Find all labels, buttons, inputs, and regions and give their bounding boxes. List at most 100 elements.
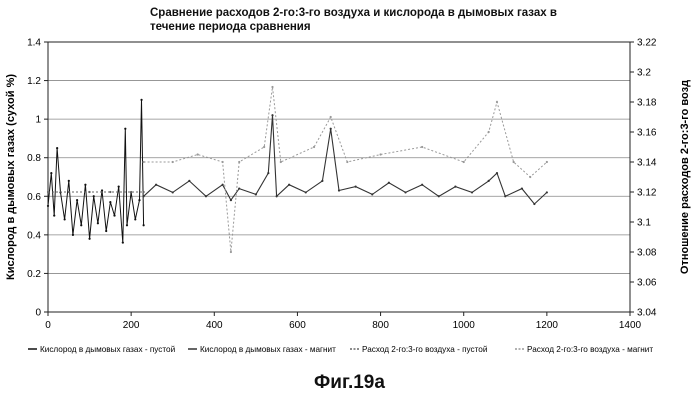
- series-1-point-30: [546, 191, 548, 193]
- series-0-point-8: [76, 199, 78, 201]
- y2-tick-label-9: 3.22: [637, 38, 657, 49]
- series-2-point-0: [47, 191, 49, 193]
- series-0-point-6: [68, 180, 70, 182]
- y-tick-label-4: 0.8: [27, 153, 41, 164]
- series-3-point-8: [280, 161, 282, 163]
- series-0-point-11: [88, 238, 90, 240]
- series-3-point-0: [143, 161, 145, 163]
- series-0-point-26: [143, 224, 145, 226]
- series-line-1: [144, 115, 547, 204]
- y2-tick-label-5: 3.14: [637, 158, 657, 169]
- series-3-point-18: [529, 176, 531, 178]
- series-1-point-19: [388, 182, 390, 184]
- y-tick-label-2: 0.4: [27, 230, 41, 241]
- y2-axis-ticks: 3.043.063.083.13.123.143.163.183.23.22: [630, 38, 657, 319]
- series-3-point-17: [513, 161, 515, 163]
- legend-label-0: Кислород в дымовых газах - пустой: [40, 345, 175, 354]
- legend-label-1: Кислород в дымовых газах - магнит: [200, 345, 336, 354]
- series-1-point-0: [143, 195, 145, 197]
- series-3-point-16: [496, 101, 498, 103]
- series-2-point-4: [130, 191, 132, 193]
- series-line-3: [144, 87, 547, 252]
- legend-label-3: Расход 2-го:3-го воздуха - магнит: [527, 345, 653, 354]
- series-1-point-22: [438, 195, 440, 197]
- y-tick-label-1: 0.2: [27, 269, 41, 280]
- x-tick-label-0: 0: [45, 320, 51, 331]
- x-axis-ticks: 0200400600800100012001400: [45, 312, 641, 331]
- series-line-0: [48, 100, 144, 243]
- series-1-point-21: [421, 184, 423, 186]
- series-3-point-11: [346, 161, 348, 163]
- series-1-point-17: [355, 186, 357, 188]
- x-tick-label-1: 200: [123, 320, 140, 331]
- series-3-point-1: [172, 161, 174, 163]
- y2-tick-label-2: 3.08: [637, 248, 657, 259]
- y2-tick-label-4: 3.12: [637, 188, 657, 199]
- series-1-point-26: [496, 172, 498, 174]
- series-1-point-16: [338, 189, 340, 191]
- series-0-point-23: [134, 218, 136, 220]
- series-1-point-5: [222, 184, 224, 186]
- series-1-point-2: [172, 191, 174, 193]
- series-0-point-3: [56, 147, 58, 149]
- y2-axis-label: Отношение расходов 2-го:3-го возд: [679, 80, 691, 274]
- legend-label-2: Расход 2-го:3-го воздуха - пустой: [362, 345, 487, 354]
- series-0-point-5: [64, 218, 66, 220]
- x-tick-label-2: 400: [206, 320, 223, 331]
- gridlines: [48, 81, 630, 274]
- series-3-point-10: [330, 116, 332, 118]
- y-axis-label: Кислород в дымовых газах (сухой %): [5, 74, 17, 280]
- series-0-point-15: [105, 230, 107, 232]
- figure-caption: Фиг.19а: [0, 372, 699, 394]
- series-1-point-18: [371, 193, 373, 195]
- series-1-point-10: [271, 114, 273, 116]
- series-1-point-6: [230, 199, 232, 201]
- x-tick-label-3: 600: [289, 320, 306, 331]
- legend: Кислород в дымовых газах - пустой Кислоро…: [28, 345, 653, 354]
- series-0-point-18: [118, 186, 120, 188]
- series-3-point-6: [263, 146, 265, 148]
- series-1-point-28: [521, 187, 523, 189]
- series-3-point-3: [222, 161, 224, 163]
- series-3-point-19: [546, 161, 548, 163]
- y2-tick-label-1: 3.06: [637, 278, 657, 289]
- series-3-point-15: [488, 131, 490, 133]
- series-3-point-13: [421, 146, 423, 148]
- y2-tick-label-8: 3.2: [637, 68, 651, 79]
- y-tick-label-0: 0: [35, 308, 41, 319]
- series-1-point-7: [238, 187, 240, 189]
- series-0-point-10: [84, 184, 86, 186]
- y2-tick-label-7: 3.18: [637, 98, 657, 109]
- series-1-point-27: [504, 195, 506, 197]
- series-2-point-3: [109, 191, 111, 193]
- series-0-point-2: [53, 214, 55, 216]
- series-1-point-14: [321, 180, 323, 182]
- series-3-point-4: [230, 251, 232, 253]
- series-0-point-24: [138, 199, 140, 201]
- series-0-point-19: [122, 241, 124, 243]
- series-1-point-29: [533, 203, 535, 205]
- series-1-point-24: [471, 191, 473, 193]
- series-1-point-8: [255, 193, 257, 195]
- series-0-point-14: [101, 189, 103, 191]
- series-2-point-2: [88, 191, 90, 193]
- series-0-point-1: [50, 172, 52, 174]
- series-0-point-9: [80, 224, 82, 226]
- chart-area: 0200400600800100012001400 00.20.40.60.81…: [0, 0, 699, 370]
- series-1-point-20: [404, 191, 406, 193]
- series-0-point-16: [109, 201, 111, 203]
- series-3-point-5: [238, 161, 240, 163]
- series-1-point-4: [205, 195, 207, 197]
- series-0-point-21: [126, 224, 128, 226]
- y2-tick-label-3: 3.1: [637, 218, 651, 229]
- series-1-point-9: [267, 172, 269, 174]
- series-1-point-11: [276, 195, 278, 197]
- series-0-point-20: [124, 128, 126, 130]
- series-0-point-12: [93, 195, 95, 197]
- series-2-point-5: [143, 191, 145, 193]
- x-tick-label-6: 1200: [536, 320, 559, 331]
- series-1-point-15: [330, 128, 332, 130]
- series-1-point-3: [188, 180, 190, 182]
- x-tick-label-7: 1400: [619, 320, 642, 331]
- series-3-point-14: [463, 161, 465, 163]
